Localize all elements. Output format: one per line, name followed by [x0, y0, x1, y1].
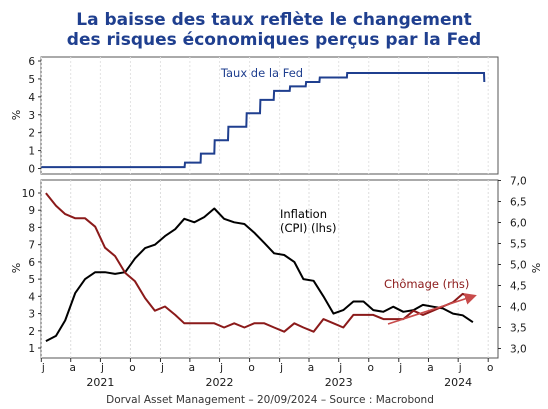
right-y-axis-label: % [530, 263, 543, 273]
top-y-tick-label: 3 [28, 110, 35, 122]
x-month-label: j [279, 362, 283, 374]
top-y-tick-label: 1 [28, 146, 35, 158]
right-y-tick-label: 6,5 [510, 197, 527, 209]
x-month-label: a [427, 362, 433, 374]
x-month-label: o [368, 362, 374, 374]
right-y-tick-label: 4,5 [510, 281, 527, 293]
right-y-tick-label: 6,0 [510, 218, 527, 230]
inflation-label-line2: (CPI) (lhs) [280, 221, 336, 235]
left-y-tick-label: 8 [28, 222, 35, 234]
source-note: Dorval Asset Management – 20/09/2024 – S… [106, 394, 434, 406]
left-y-tick-label: 9 [28, 205, 35, 217]
x-year-label: 2024 [444, 376, 472, 389]
top-panel-frame [40, 56, 499, 175]
right-y-tick-label: 3,0 [510, 344, 527, 356]
left-y-tick-label: 5 [28, 274, 35, 286]
top-y-tick-label: 4 [28, 92, 35, 104]
left-y-tick-label: 10 [22, 188, 35, 200]
chart-title-line2: des risques économiques perçus par la Fe… [66, 30, 482, 50]
bottom-panel-frame [40, 179, 499, 359]
x-month-label: j [458, 362, 462, 374]
x-month-label: o [129, 362, 135, 374]
left-y-tick-label: 1 [28, 343, 35, 355]
top-y-tick-label: 0 [28, 164, 35, 176]
top-y-axis-label: % [10, 110, 23, 120]
x-month-label: j [100, 362, 104, 374]
left-y-tick-label: 7 [28, 240, 35, 252]
x-month-label: j [219, 362, 223, 374]
x-month-label: j [338, 362, 342, 374]
left-y-tick-label: 6 [28, 257, 35, 269]
left-y-tick-label: 4 [28, 291, 35, 303]
x-year-label: 2023 [325, 376, 353, 389]
fed-rate-line [41, 72, 486, 169]
right-y-tick-label: 5,0 [510, 260, 527, 272]
chart-title-line1: La baisse des taux reflète le changement [76, 10, 472, 30]
unemployment-label: Chômage (rhs) [384, 277, 469, 291]
right-y-tick-label: 4,0 [510, 302, 527, 314]
x-month-label: a [189, 362, 195, 374]
left-y-tick-label: 3 [28, 309, 35, 321]
inflation-line [45, 207, 474, 342]
top-y-tick-label: 6 [28, 56, 35, 68]
right-y-tick-label: 3,5 [510, 323, 527, 335]
trend-arrow-line [404, 295, 475, 319]
x-month-label: j [398, 362, 402, 374]
x-month-label: j [160, 362, 164, 374]
x-month-label: a [69, 362, 75, 374]
x-month-label: j [41, 362, 45, 374]
x-month-label: a [308, 362, 314, 374]
fed-rate-label: Taux de la Fed [220, 66, 303, 80]
x-month-label: o [487, 362, 493, 374]
x-year-label: 2022 [206, 376, 234, 389]
top-y-tick-label: 5 [28, 74, 35, 86]
left-y-axis-label: % [10, 263, 23, 273]
inflation-label-line1: Inflation [280, 207, 327, 221]
right-y-tick-label: 7,0 [510, 176, 527, 188]
right-y-tick-label: 5,5 [510, 239, 527, 251]
x-year-label: 2021 [86, 376, 114, 389]
left-y-tick-label: 2 [28, 326, 35, 338]
top-y-tick-label: 2 [28, 128, 35, 140]
x-month-label: o [248, 362, 254, 374]
